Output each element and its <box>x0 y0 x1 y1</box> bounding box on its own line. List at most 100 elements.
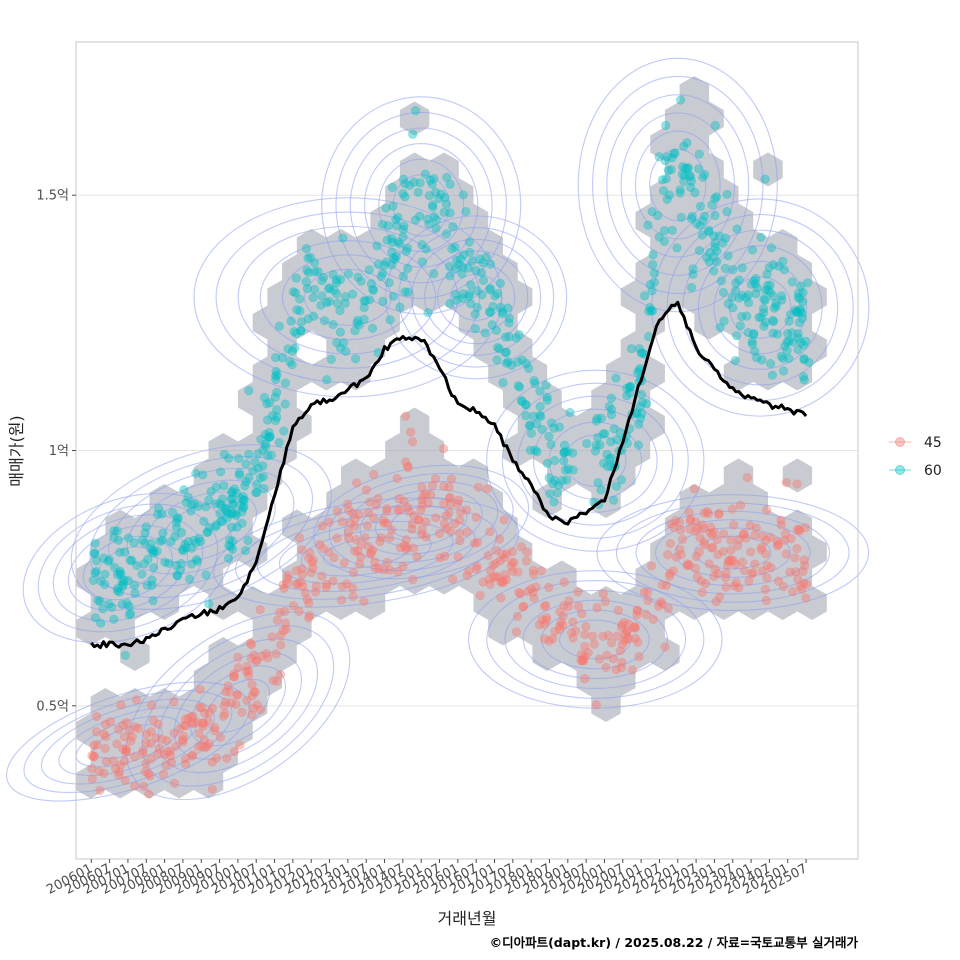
point-60 <box>544 431 554 442</box>
point-45 <box>118 744 128 754</box>
density-contour-line <box>615 502 850 603</box>
point-45 <box>275 607 285 618</box>
hexbin-cell <box>208 739 238 773</box>
point-60 <box>634 344 644 354</box>
hexbin-cell <box>709 586 739 620</box>
point-45 <box>221 697 231 707</box>
hexbin-cell <box>517 560 548 595</box>
hexbin-cell <box>532 586 562 620</box>
point-60 <box>598 429 608 439</box>
point-60 <box>722 207 732 217</box>
density-contour-line <box>67 524 189 611</box>
point-45 <box>780 529 791 539</box>
point-60 <box>90 613 100 623</box>
point-45 <box>153 719 163 729</box>
point-45 <box>695 533 705 543</box>
hexbin-cell <box>650 127 680 161</box>
density-contour-line <box>486 369 705 552</box>
point-60 <box>280 399 290 409</box>
point-60 <box>723 251 733 261</box>
point-60 <box>491 325 502 336</box>
point-45 <box>250 687 260 697</box>
point-60 <box>635 401 645 412</box>
point-45 <box>434 528 445 539</box>
point-60 <box>756 312 766 323</box>
point-60 <box>639 291 650 301</box>
point-45 <box>702 507 712 517</box>
point-60 <box>199 516 209 526</box>
point-45 <box>564 596 574 606</box>
point-60 <box>525 445 536 455</box>
point-60 <box>123 533 134 543</box>
point-60 <box>157 509 167 519</box>
point-45 <box>350 546 360 556</box>
point-45 <box>729 520 739 530</box>
point-45 <box>317 521 327 531</box>
density-contour-line <box>713 260 807 355</box>
density-contour-line <box>145 491 258 563</box>
point-45 <box>426 490 436 500</box>
point-60 <box>329 285 339 295</box>
point-60 <box>192 556 202 566</box>
hexbin-cell <box>782 509 813 544</box>
point-45 <box>790 553 800 563</box>
point-60 <box>119 547 130 557</box>
point-45 <box>471 512 481 522</box>
point-60 <box>700 169 710 180</box>
point-45 <box>798 566 808 577</box>
point-60 <box>544 473 554 483</box>
point-45 <box>387 525 397 535</box>
point-45 <box>495 555 505 566</box>
point-60 <box>292 305 302 315</box>
point-45 <box>233 652 243 662</box>
point-45 <box>197 703 207 713</box>
point-45 <box>509 558 519 568</box>
point-60 <box>782 345 792 356</box>
hexbin-cell <box>635 203 665 238</box>
point-60 <box>378 219 388 229</box>
point-60 <box>484 307 495 317</box>
point-60 <box>776 351 786 361</box>
point-45 <box>657 580 667 590</box>
point-60 <box>715 322 725 332</box>
point-45 <box>797 584 807 594</box>
point-60 <box>647 207 657 217</box>
point-60 <box>229 484 239 494</box>
point-45 <box>407 524 417 534</box>
point-45 <box>566 627 577 638</box>
point-45 <box>247 639 257 650</box>
point-45 <box>337 581 348 592</box>
point-45 <box>138 748 148 759</box>
hexbin-cell <box>252 305 283 340</box>
point-60 <box>175 565 185 575</box>
point-60 <box>604 454 614 464</box>
point-60 <box>160 557 170 567</box>
point-45 <box>255 604 265 615</box>
point-45 <box>718 546 728 557</box>
point-45 <box>344 533 354 543</box>
point-45 <box>105 717 115 727</box>
point-45 <box>691 551 702 562</box>
point-45 <box>435 553 445 563</box>
legend-key-45 <box>895 437 905 447</box>
point-60 <box>421 244 431 254</box>
point-60 <box>672 243 682 253</box>
point-60 <box>530 445 540 455</box>
point-60 <box>767 370 778 380</box>
point-60 <box>611 373 621 383</box>
point-45 <box>669 522 679 532</box>
point-45 <box>578 654 588 665</box>
point-45 <box>663 603 673 614</box>
point-60 <box>436 189 446 199</box>
hexbin-cell <box>679 76 710 110</box>
point-45 <box>89 740 99 751</box>
point-45 <box>180 754 190 764</box>
point-45 <box>195 702 205 713</box>
point-60 <box>398 271 409 281</box>
hexbin-cell <box>532 433 562 467</box>
point-60 <box>332 298 343 308</box>
scatter-points <box>87 95 814 799</box>
point-60 <box>140 528 150 538</box>
point-45 <box>801 579 812 589</box>
hexbin-cell <box>444 178 474 212</box>
